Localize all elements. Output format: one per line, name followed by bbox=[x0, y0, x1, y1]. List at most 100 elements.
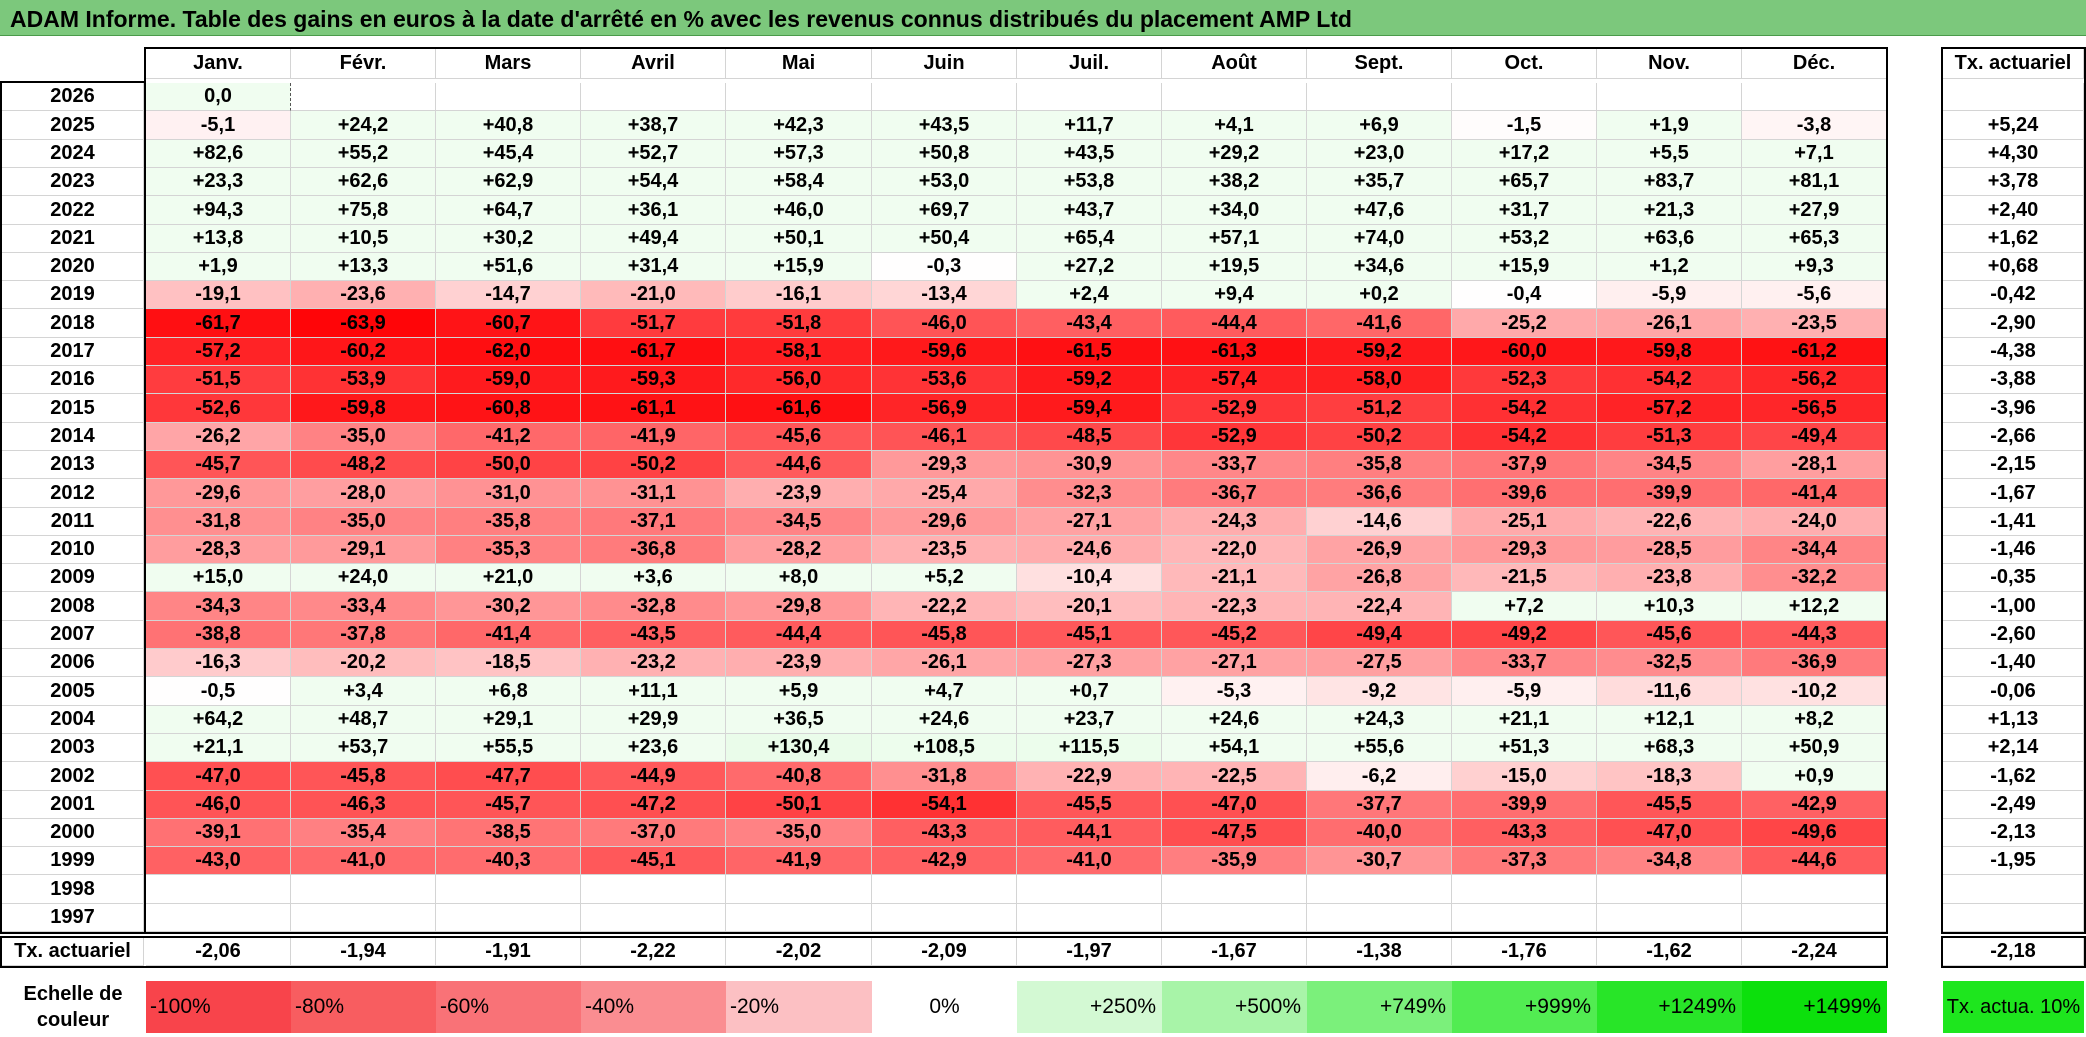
heatmap-cell: -0,3 bbox=[872, 253, 1017, 281]
heatmap-cell: +19,5 bbox=[1162, 253, 1307, 281]
heatmap-cell: +0,2 bbox=[1307, 281, 1452, 309]
heatmap-cell: +58,4 bbox=[726, 168, 872, 196]
year-label: 2003 bbox=[2, 734, 144, 762]
heatmap-cell: +21,1 bbox=[1452, 706, 1597, 734]
heatmap-cell: -38,5 bbox=[436, 819, 581, 847]
heatmap-cell: -41,9 bbox=[581, 423, 726, 451]
year-label: 2021 bbox=[2, 225, 144, 253]
scale-label: Echelle de couleur bbox=[23, 983, 123, 1031]
rate-cell: -2,60 bbox=[1943, 621, 2084, 649]
year-label: 2000 bbox=[2, 819, 144, 847]
heatmap-cell: -35,8 bbox=[436, 508, 581, 536]
heatmap-cell: +24,6 bbox=[872, 706, 1017, 734]
heatmap-cell: -50,2 bbox=[581, 451, 726, 479]
footer-cell: -1,62 bbox=[1597, 938, 1742, 966]
heatmap-cell: +8,2 bbox=[1742, 706, 1887, 734]
heatmap-cell: -54,1 bbox=[872, 791, 1017, 819]
heatmap-cell: -27,1 bbox=[1017, 508, 1162, 536]
heatmap-cell: -35,4 bbox=[291, 819, 436, 847]
heatmap-cell: -34,5 bbox=[726, 508, 872, 536]
heatmap-cell: -59,6 bbox=[872, 338, 1017, 366]
heatmap-cell: -61,1 bbox=[581, 394, 726, 423]
heatmap-cell: +63,6 bbox=[1597, 225, 1742, 253]
heatmap-cell: +17,2 bbox=[1452, 140, 1597, 168]
heatmap-cell bbox=[1162, 904, 1307, 932]
heatmap-cell: +27,9 bbox=[1742, 196, 1887, 225]
footer-cell: -2,02 bbox=[726, 938, 872, 966]
heatmap-cell: +11,7 bbox=[1017, 111, 1162, 140]
heatmap-cell: -18,3 bbox=[1597, 762, 1742, 791]
heatmap-cell: -41,2 bbox=[436, 423, 581, 451]
month-header: Févr. bbox=[291, 49, 436, 79]
heatmap-cell: -37,0 bbox=[581, 819, 726, 847]
heatmap-cell: +8,0 bbox=[726, 564, 872, 592]
heatmap-cell: -52,9 bbox=[1162, 394, 1307, 423]
month-header: Avril bbox=[581, 49, 726, 79]
heatmap-cell: -42,9 bbox=[1742, 791, 1887, 819]
heatmap-cell: -10,2 bbox=[1742, 677, 1887, 706]
heatmap-cell: +45,4 bbox=[436, 140, 581, 168]
heatmap-cell: -59,3 bbox=[581, 366, 726, 394]
heatmap-cell: -0,5 bbox=[146, 677, 291, 706]
heatmap-cell: +68,3 bbox=[1597, 734, 1742, 762]
heatmap-cell: -26,8 bbox=[1307, 564, 1452, 592]
heatmap-cell: +53,7 bbox=[291, 734, 436, 762]
heatmap-cell: -16,3 bbox=[146, 649, 291, 677]
heatmap-cell: +21,1 bbox=[146, 734, 291, 762]
heatmap-cell bbox=[291, 875, 436, 904]
heatmap-cell: +57,3 bbox=[726, 140, 872, 168]
heatmap-cell: -28,2 bbox=[726, 536, 872, 564]
heatmap-cell: -13,4 bbox=[872, 281, 1017, 309]
heatmap-cell: 0,0 bbox=[146, 83, 291, 111]
heatmap-cell: -39,6 bbox=[1452, 479, 1597, 508]
heatmap-cell: -35,0 bbox=[726, 819, 872, 847]
heatmap-cell: -25,1 bbox=[1452, 508, 1597, 536]
year-label: 2017 bbox=[2, 338, 144, 366]
heatmap-cell: +43,5 bbox=[1017, 140, 1162, 168]
heatmap-cell: +6,8 bbox=[436, 677, 581, 706]
heatmap-cell: +94,3 bbox=[146, 196, 291, 225]
heatmap-cell: -45,5 bbox=[1597, 791, 1742, 819]
heatmap-cell: -37,1 bbox=[581, 508, 726, 536]
heatmap-cell: +50,9 bbox=[1742, 734, 1887, 762]
month-header: Nov. bbox=[1597, 49, 1742, 79]
heatmap-cell: +53,8 bbox=[1017, 168, 1162, 196]
heatmap-cell: -44,6 bbox=[1742, 847, 1887, 875]
heatmap-cell: +7,1 bbox=[1742, 140, 1887, 168]
heatmap-cell bbox=[1452, 904, 1597, 932]
scale-swatch: +500% bbox=[1162, 981, 1307, 1033]
rate-cell: -3,96 bbox=[1943, 394, 2084, 423]
footer-label: Tx. actuariel bbox=[2, 938, 144, 966]
heatmap-cell: +10,3 bbox=[1597, 592, 1742, 621]
heatmap-cell: -41,9 bbox=[726, 847, 872, 875]
heatmap-cell: -23,9 bbox=[726, 479, 872, 508]
heatmap-cell: -34,8 bbox=[1597, 847, 1742, 875]
heatmap-cell: +30,2 bbox=[436, 225, 581, 253]
heatmap-cell: -22,9 bbox=[1017, 762, 1162, 791]
heatmap-cell: -44,3 bbox=[1742, 621, 1887, 649]
heatmap-cell: -57,2 bbox=[146, 338, 291, 366]
footer-cell: -2,24 bbox=[1742, 938, 1887, 966]
year-label: 2025 bbox=[2, 111, 144, 140]
heatmap-cell: -57,2 bbox=[1597, 394, 1742, 423]
heatmap-cell bbox=[1307, 904, 1452, 932]
heatmap-cell: +38,2 bbox=[1162, 168, 1307, 196]
heatmap-cell: -20,1 bbox=[1017, 592, 1162, 621]
rate-cell: -4,38 bbox=[1943, 338, 2084, 366]
heatmap-cell bbox=[436, 904, 581, 932]
footer-cell: -1,38 bbox=[1307, 938, 1452, 966]
heatmap-cell: -50,2 bbox=[1307, 423, 1452, 451]
heatmap-cell: -33,4 bbox=[291, 592, 436, 621]
heatmap-cell: -46,3 bbox=[291, 791, 436, 819]
rate-cell: -0,42 bbox=[1943, 281, 2084, 309]
heatmap-cell: +31,7 bbox=[1452, 196, 1597, 225]
footer-rate-cell: -2,18 bbox=[1943, 938, 2084, 966]
rate-cell: -2,15 bbox=[1943, 451, 2084, 479]
heatmap-cell: -30,7 bbox=[1307, 847, 1452, 875]
heatmap-cell: -47,0 bbox=[1162, 791, 1307, 819]
heatmap-cell: -20,2 bbox=[291, 649, 436, 677]
heatmap-cell: -19,1 bbox=[146, 281, 291, 309]
year-label: 2015 bbox=[2, 394, 144, 423]
heatmap-cell bbox=[872, 904, 1017, 932]
month-header: Déc. bbox=[1742, 49, 1887, 79]
